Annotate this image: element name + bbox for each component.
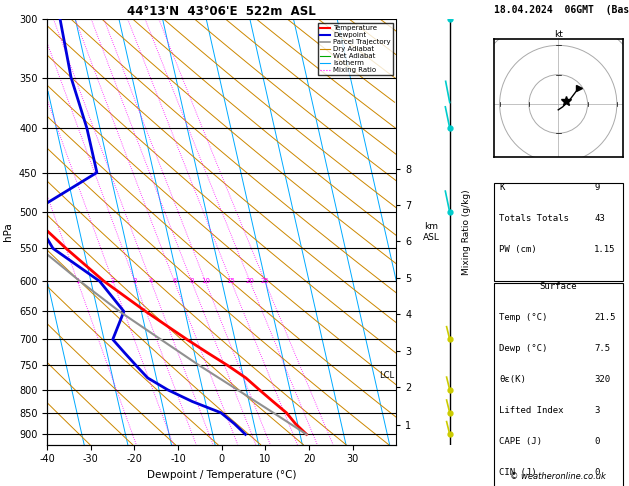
Text: Temp (°C): Temp (°C) (499, 313, 547, 322)
Text: © weatheronline.co.uk: © weatheronline.co.uk (510, 472, 606, 481)
X-axis label: Dewpoint / Temperature (°C): Dewpoint / Temperature (°C) (147, 470, 296, 480)
Text: 25: 25 (260, 278, 269, 284)
Text: Totals Totals: Totals Totals (499, 213, 569, 223)
Text: 8: 8 (189, 278, 194, 284)
Text: 18.04.2024  06GMT  (Base: 00): 18.04.2024 06GMT (Base: 00) (494, 4, 629, 15)
Text: 7.5: 7.5 (594, 344, 611, 353)
Text: 2: 2 (111, 278, 115, 284)
Y-axis label: km
ASL: km ASL (423, 223, 440, 242)
Text: K: K (499, 183, 504, 191)
Text: 15: 15 (226, 278, 235, 284)
Text: 1.15: 1.15 (594, 244, 616, 254)
Text: 3: 3 (133, 278, 137, 284)
Text: Lifted Index: Lifted Index (499, 406, 564, 415)
Text: 3: 3 (594, 406, 599, 415)
Title: 44°13'N  43°06'E  522m  ASL: 44°13'N 43°06'E 522m ASL (127, 5, 316, 18)
Text: 0: 0 (594, 469, 599, 477)
Text: CIN (J): CIN (J) (499, 469, 537, 477)
Bar (494, 183, 623, 280)
Text: CAPE (J): CAPE (J) (499, 437, 542, 446)
Title: kt: kt (554, 31, 563, 39)
Text: PW (cm): PW (cm) (499, 244, 537, 254)
Text: 320: 320 (594, 375, 611, 384)
Text: θε(K): θε(K) (499, 375, 526, 384)
Text: LCL: LCL (379, 371, 394, 380)
Text: 4: 4 (148, 278, 153, 284)
Text: 10: 10 (201, 278, 210, 284)
Text: 0: 0 (594, 437, 599, 446)
Text: 20: 20 (245, 278, 254, 284)
Text: Mixing Ratio (g/kg): Mixing Ratio (g/kg) (462, 189, 471, 275)
Text: 9: 9 (594, 183, 599, 191)
Text: Dewp (°C): Dewp (°C) (499, 344, 547, 353)
Text: 6: 6 (172, 278, 177, 284)
Text: Surface: Surface (540, 282, 577, 291)
Text: 43: 43 (594, 213, 605, 223)
Y-axis label: hPa: hPa (3, 223, 13, 242)
Text: 21.5: 21.5 (594, 313, 616, 322)
Text: 1: 1 (75, 278, 80, 284)
Legend: Temperature, Dewpoint, Parcel Trajectory, Dry Adiabat, Wet Adiabat, Isotherm, Mi: Temperature, Dewpoint, Parcel Trajectory… (318, 23, 392, 75)
Bar (494, 283, 623, 486)
